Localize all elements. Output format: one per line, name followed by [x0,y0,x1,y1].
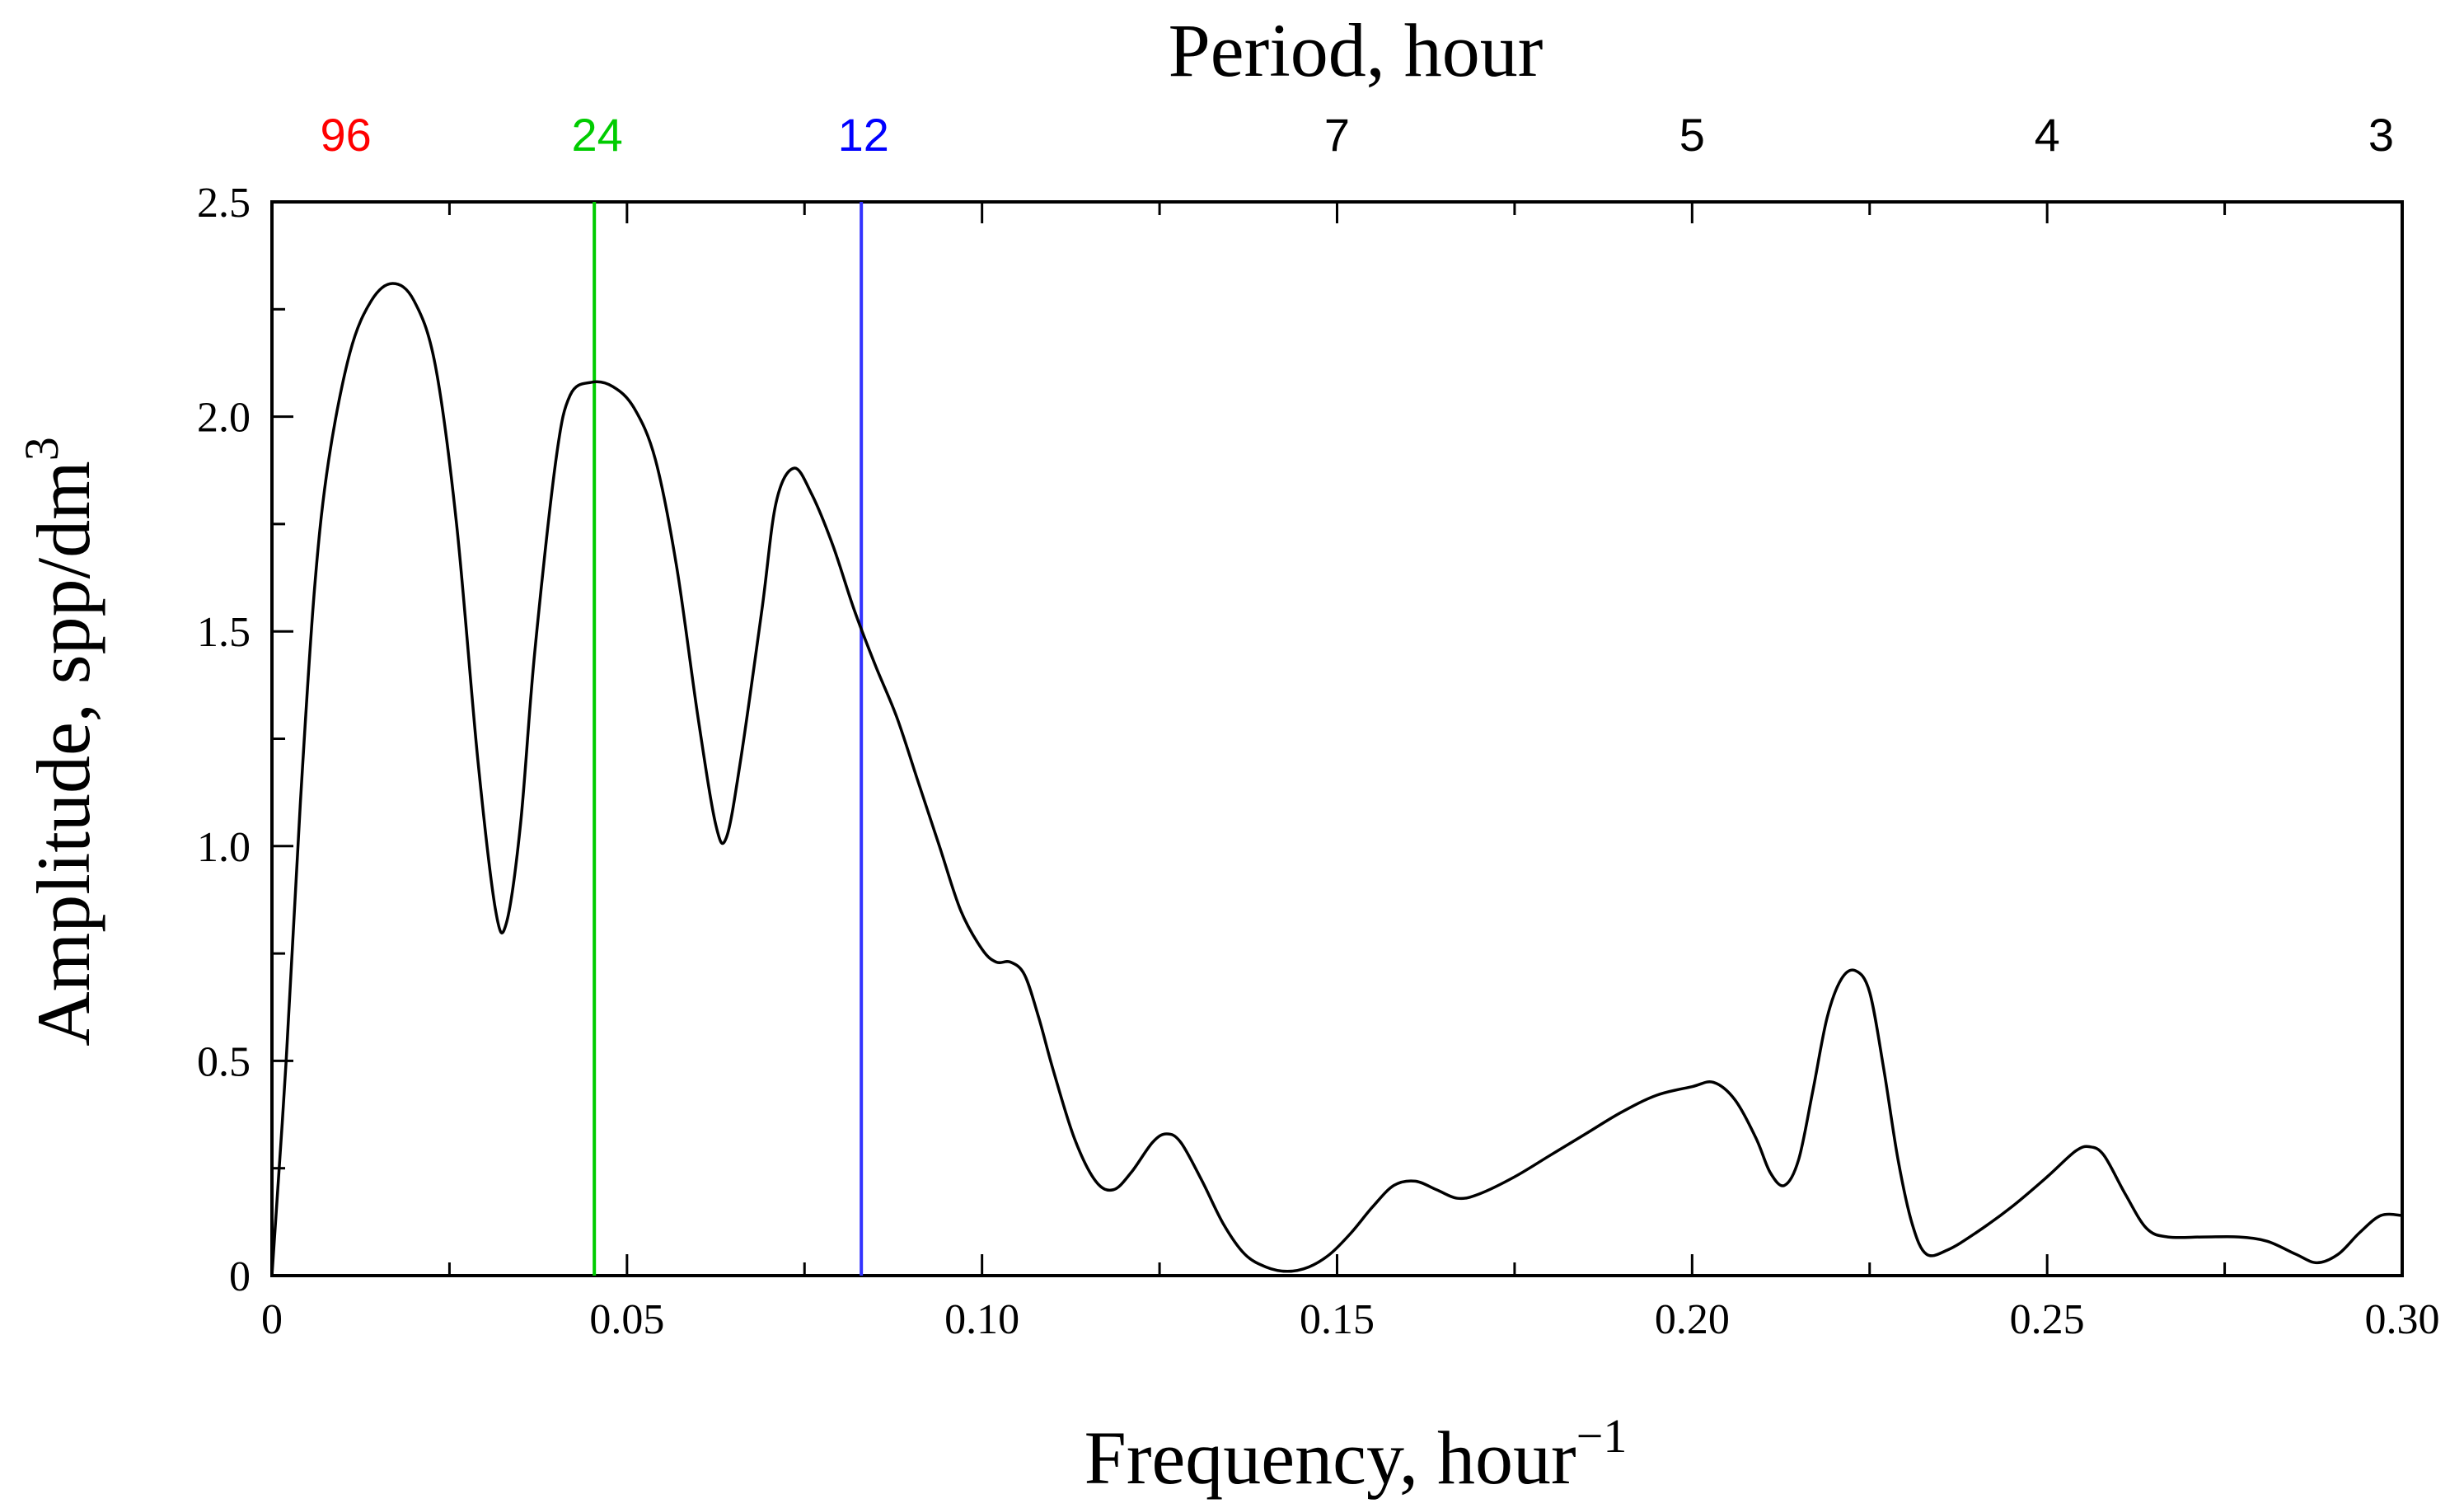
top-axis-title: Period, hour [1169,8,1544,92]
y-tick-label: 0.5 [197,1038,251,1085]
y-axis-title-text: Amplitude, spp/dm [21,461,105,1046]
y-tick-label: 1.0 [197,824,251,871]
y-tick-label: 2.0 [197,395,251,442]
y-axis-title: Amplitude, spp/dm3 [15,437,105,1046]
bottom-axis-ticks: 0 0.05 0.10 0.15 0.20 0.25 0.30 [261,1254,2440,1343]
period-tick-label: 7 [1324,109,1350,161]
period-tick-label: 3 [2368,109,2394,161]
plot-area: 0 0.05 0.10 0.15 0.20 0.25 0.30 0 0.5 1.0 1.5 2.0 2… [197,109,2440,1343]
y-tick-label: 1.5 [197,609,251,656]
plot-frame [270,200,2404,1277]
period-tick-label: 96 [320,109,371,161]
y-axis-title-superscript: 3 [15,437,68,461]
amplitude-series-line [270,282,2403,1276]
top-axis-ticks: 96 24 12 7 5 4 3 [270,109,2404,223]
x-axis-title-text: Frequency, hour [1084,1416,1576,1500]
period-tick-label: 4 [2035,109,2060,161]
period-tick-label: 24 [571,109,622,161]
x-tick-label: 0.30 [2365,1296,2440,1343]
x-axis-title-superscript: −1 [1576,1409,1628,1463]
period-tick-label: 5 [1679,109,1705,161]
x-tick-label: 0.05 [589,1296,664,1343]
reference-lines [593,202,864,1276]
x-axis-title: Frequency, hour−1 [1084,1409,1628,1500]
x-tick-label: 0.20 [1655,1296,1730,1343]
x-tick-label: 0.25 [2010,1296,2085,1343]
x-tick-label: 0.10 [944,1296,1019,1343]
x-tick-label: 0 [261,1296,283,1343]
x-tick-label: 0.15 [1300,1296,1375,1343]
left-axis-ticks: 0 0.5 1.0 1.5 2.0 2.5 [197,180,293,1300]
period-tick-label: 12 [838,109,889,161]
y-tick-label: 0 [229,1253,251,1300]
y-tick-label: 2.5 [197,180,251,227]
